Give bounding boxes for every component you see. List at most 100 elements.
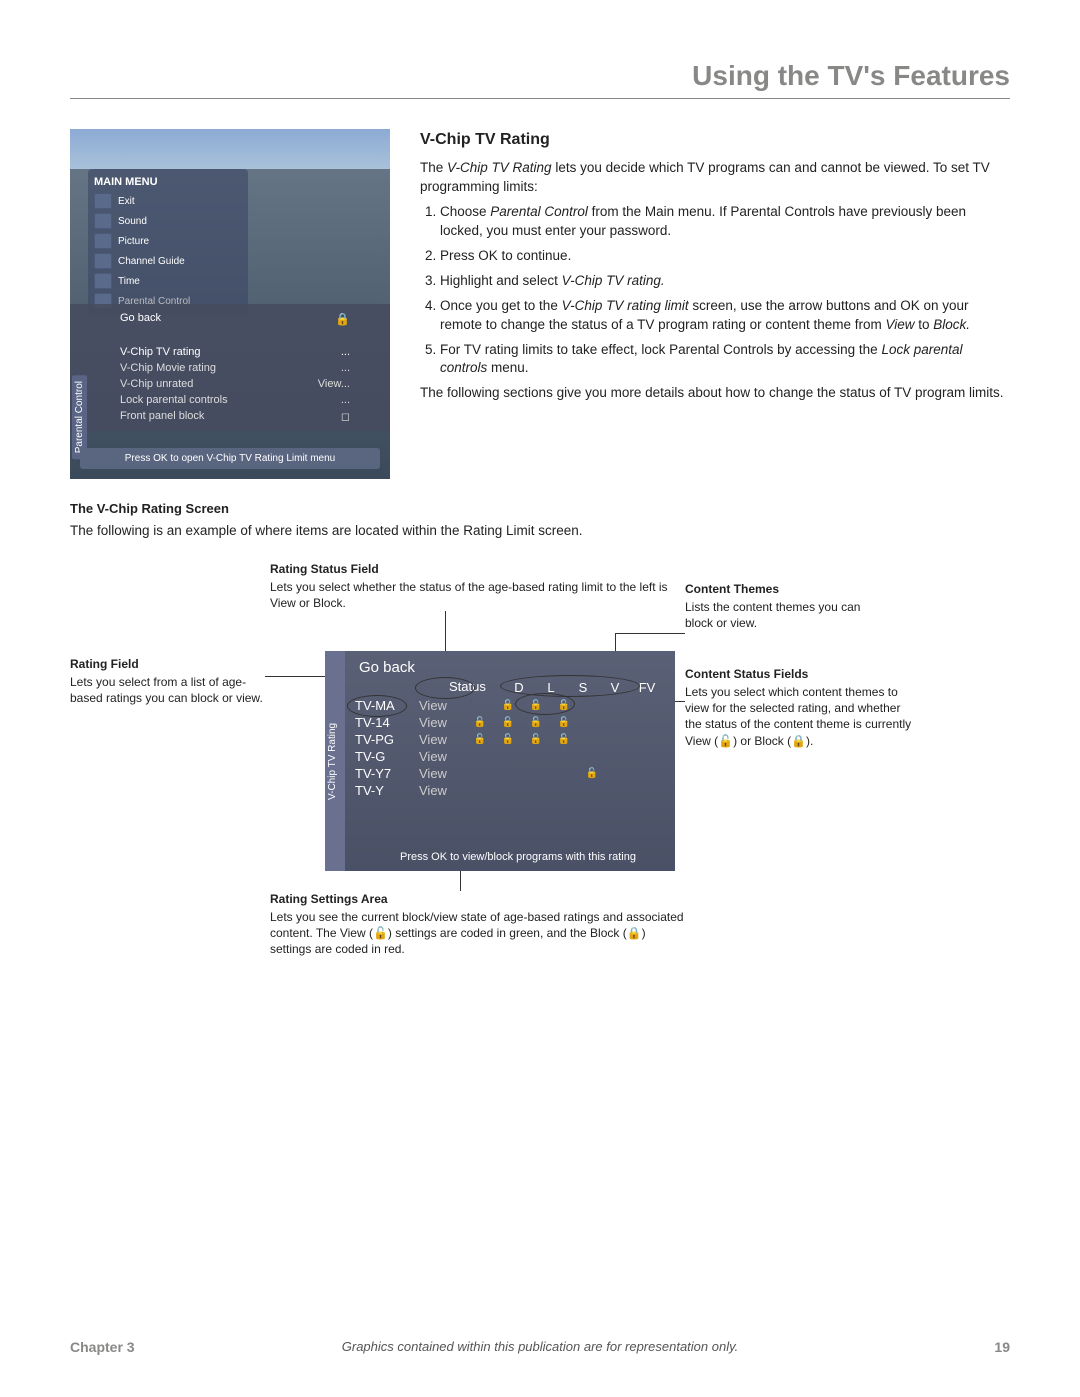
content-cell[interactable]: 🔓 (468, 734, 492, 745)
italic-text: View (885, 317, 914, 332)
submenu-val: View... (318, 378, 350, 390)
callout-title: Content Themes (685, 581, 885, 597)
intro-paragraph: The V-Chip TV Rating lets you decide whi… (420, 159, 1010, 197)
page-header: Using the TV's Features (70, 60, 1010, 99)
menu-label: Exit (118, 196, 135, 207)
status-value[interactable]: View (419, 783, 464, 798)
callout-content-status-fields: Content Status Fields Lets you select wh… (685, 666, 915, 749)
submenu-lock-parental[interactable]: Lock parental controls... (80, 392, 380, 408)
submenu-val: ... (341, 394, 350, 406)
submenu-go-back[interactable]: Go back (80, 310, 380, 328)
menu-label: Time (118, 276, 140, 287)
submenu-vchip-unrated[interactable]: V-Chip unrated View... (80, 376, 380, 392)
screenshot-rating-limit: V-Chip TV Rating Go back Status D L S V … (325, 651, 675, 871)
submenu-label: Go back (120, 312, 161, 326)
leader-line (615, 633, 685, 634)
text: menu. (487, 360, 528, 375)
page-number: 19 (994, 1339, 1010, 1355)
ellipse-status-field (415, 677, 475, 699)
callout-text: Lists the content themes you can block o… (685, 599, 885, 631)
content-cell[interactable]: 🔓 (580, 768, 604, 779)
rating-row[interactable]: TV-14 View 🔓 🔓 🔓 🔓 (355, 714, 667, 731)
italic-text: Parental Control (490, 204, 588, 219)
text: For TV rating limits to take effect, loc… (440, 342, 881, 357)
rating-row[interactable]: TV-Y View (355, 782, 667, 799)
ellipse-content-themes (500, 675, 640, 697)
rating-row[interactable]: TV-PGView🔓🔓🔓🔓 (355, 731, 667, 748)
submenu-label: V-Chip unrated (120, 378, 193, 390)
step-3: Highlight and select V-Chip TV rating. (440, 272, 1010, 291)
text: Once you get to the (440, 298, 562, 313)
channel-icon (94, 253, 112, 269)
submenu-vchip-movie[interactable]: V-Chip Movie rating... (80, 360, 380, 376)
text: Choose (440, 204, 490, 219)
callout-rating-settings-area: Rating Settings Area Lets you see the cu… (270, 891, 690, 958)
submenu-label: V-Chip Movie rating (120, 362, 216, 374)
menu-label: Picture (118, 236, 149, 247)
submenu-val: ◻ (341, 410, 350, 423)
menu-item-picture[interactable]: Picture (88, 231, 248, 251)
status-value[interactable]: View (419, 698, 464, 713)
rating-row[interactable]: TV-GView (355, 748, 667, 765)
screenshot-main-menu: MAIN MENU Exit Sound Picture Channel Gui… (70, 129, 390, 479)
rating-row[interactable]: TV-Y7 View 🔓 (355, 765, 667, 782)
submenu-front-panel[interactable]: Front panel block ◻ (80, 408, 380, 425)
sound-icon (94, 213, 112, 229)
main-menu-box: MAIN MENU Exit Sound Picture Channel Gui… (88, 169, 248, 315)
callout-title: Rating Status Field (270, 561, 670, 577)
step-2: Press OK to continue. (440, 247, 1010, 266)
italic-text: Block. (933, 317, 970, 332)
content-cell[interactable]: 🔓 (496, 734, 520, 745)
chapter-label: Chapter 3 (70, 1339, 135, 1355)
callout-text: Lets you select which content themes to … (685, 684, 915, 749)
content-cell[interactable]: 🔓 (468, 717, 492, 728)
content-cell[interactable]: 🔓 (552, 717, 576, 728)
callout-rating-status-field: Rating Status Field Lets you select whet… (270, 561, 670, 612)
status-value[interactable]: View (419, 715, 464, 730)
callout-title: Rating Settings Area (270, 891, 690, 907)
content-cell[interactable]: 🔓 (524, 717, 548, 728)
menu-item-sound[interactable]: Sound (88, 211, 248, 231)
submenu-label: Front panel block (120, 410, 204, 423)
diagram-section: Rating Status Field Lets you select whet… (70, 561, 1010, 1061)
vchip-subheading: The V-Chip Rating Screen (70, 501, 1010, 516)
status-value[interactable]: View (419, 749, 464, 764)
exit-icon (94, 193, 112, 209)
callout-text: Lets you select from a list of age-based… (70, 674, 265, 706)
main-menu-title: MAIN MENU (88, 173, 248, 191)
content-cell[interactable]: 🔓 (552, 734, 576, 745)
footer-caption: Graphics contained within this publicati… (342, 1339, 738, 1354)
submenu-footer: Press OK to open V-Chip TV Rating Limit … (80, 448, 380, 469)
callout-title: Rating Field (70, 656, 265, 672)
step-4: Once you get to the V-Chip TV rating lim… (440, 297, 1010, 335)
submenu-vchip-tv[interactable]: V-Chip TV rating... (80, 344, 380, 360)
menu-item-exit[interactable]: Exit (88, 191, 248, 211)
submenu-parental-control: Go back V-Chip TV rating... V-Chip Movie… (70, 304, 390, 431)
steps-list: Choose Parental Control from the Main me… (440, 203, 1010, 378)
diagram-side-label: V-Chip TV Rating (325, 651, 345, 871)
text-column: V-Chip TV Rating The V-Chip TV Rating le… (420, 129, 1010, 479)
italic-text: V-Chip TV rating limit (562, 298, 689, 313)
status-value[interactable]: View (419, 766, 464, 781)
callout-text: Lets you see the current block/view stat… (270, 909, 690, 958)
step-1: Choose Parental Control from the Main me… (440, 203, 1010, 241)
diagram-go-back[interactable]: Go back (355, 657, 667, 678)
rating-label: TV-Y (355, 783, 415, 798)
content-cell[interactable]: 🔓 (524, 734, 548, 745)
top-section: MAIN MENU Exit Sound Picture Channel Gui… (70, 129, 1010, 479)
menu-item-channel-guide[interactable]: Channel Guide (88, 251, 248, 271)
menu-label: Sound (118, 216, 147, 227)
vchip-intro: The following is an example of where ite… (70, 522, 1010, 541)
page: Using the TV's Features MAIN MENU Exit S… (0, 0, 1080, 1397)
status-value[interactable]: View (419, 732, 464, 747)
menu-label: Channel Guide (118, 256, 185, 267)
menu-item-time[interactable]: Time (88, 271, 248, 291)
rating-label: TV-Y7 (355, 766, 415, 781)
callout-title: Content Status Fields (685, 666, 915, 682)
section-title: V-Chip TV Rating (420, 129, 1010, 151)
italic-text: V-Chip TV Rating (447, 160, 552, 175)
content-cell[interactable]: 🔓 (496, 717, 520, 728)
submenu-val: ... (341, 346, 350, 358)
rating-label: TV-14 (355, 715, 415, 730)
step-5: For TV rating limits to take effect, loc… (440, 341, 1010, 379)
